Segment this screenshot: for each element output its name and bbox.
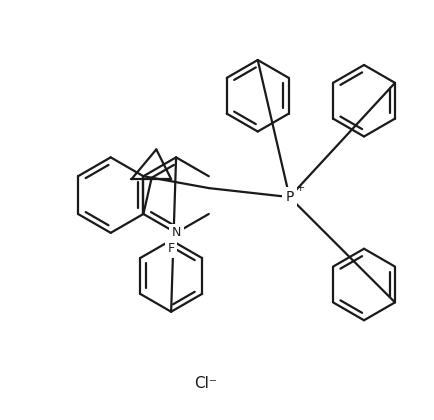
Text: Cl⁻: Cl⁻ xyxy=(193,376,216,391)
Text: +: + xyxy=(295,183,304,193)
Text: P: P xyxy=(285,190,293,204)
Text: F: F xyxy=(167,242,174,255)
Text: N: N xyxy=(171,226,181,239)
